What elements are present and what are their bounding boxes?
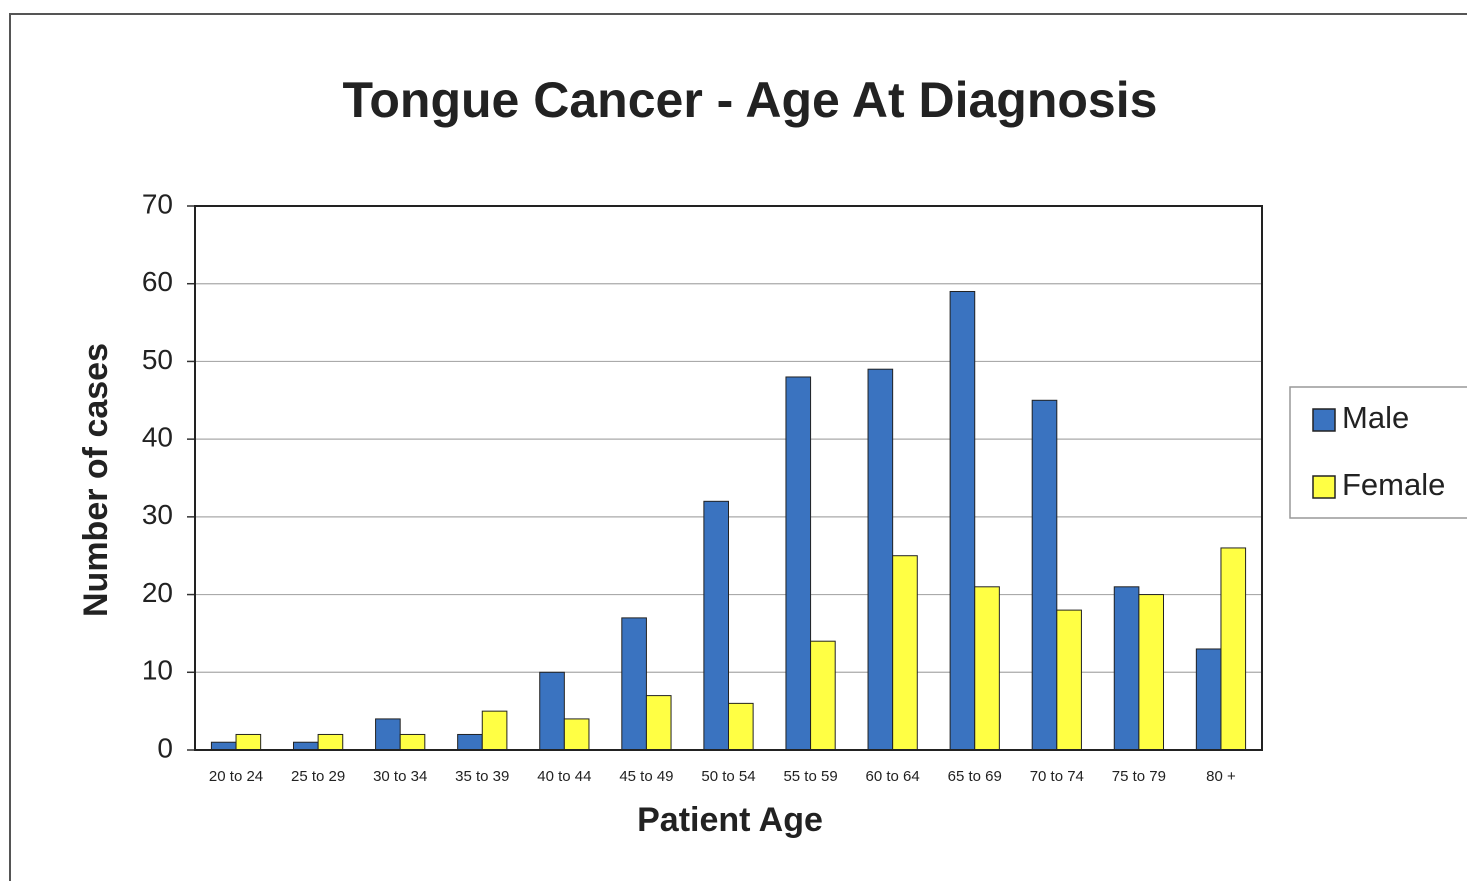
bar [563,718,590,751]
y-tick-label: 30 [142,499,173,530]
y-tick-label: 40 [142,422,173,453]
bar [235,733,262,751]
x-tick-label: 40 to 44 [537,768,591,785]
x-tick-label: 60 to 64 [866,768,920,785]
y-tick-label: 20 [142,577,173,608]
bar [1220,547,1247,751]
bar [703,500,730,751]
x-tick-label: 70 to 74 [1030,768,1084,785]
bar [317,733,344,751]
bar [892,555,918,751]
bar [375,718,401,751]
bar [1113,586,1140,751]
plot-border [194,205,1263,751]
y-tick-label: 0 [157,732,173,763]
bar [1195,648,1222,751]
y-tick-label: 10 [142,655,173,686]
bar [728,702,754,751]
x-tick-label: 35 to 39 [455,768,509,785]
y-tick-label: 70 [142,188,173,219]
bar [949,290,976,751]
x-tick-label: 75 to 79 [1112,768,1166,785]
legend-label: Male [1342,400,1409,435]
legend-label: Female [1342,467,1445,502]
legend-swatch [1312,408,1336,432]
y-axis-label: Number of cases [77,343,115,617]
bar [785,376,812,751]
bar [457,733,483,751]
bar [867,368,894,751]
x-tick-label: 65 to 69 [948,768,1002,785]
bar [399,733,426,751]
legend-swatch [1312,475,1336,499]
x-tick-label: 30 to 34 [373,768,427,785]
bar [539,671,565,751]
y-tick-label: 60 [142,266,173,297]
bar [645,695,672,751]
bar [292,741,319,751]
bar [481,710,508,751]
bar [210,741,237,751]
bar [1138,594,1165,751]
x-tick-label: 20 to 24 [209,768,263,785]
bar [1031,399,1058,751]
bar [974,586,1000,751]
bar [810,640,836,751]
y-tick-label: 50 [142,344,173,375]
x-tick-label: 45 to 49 [619,768,673,785]
x-tick-label: 50 to 54 [701,768,755,785]
x-axis-label: Patient Age [637,801,823,839]
chart-title: Tongue Cancer - Age At Diagnosis [343,72,1158,128]
bar [621,617,647,751]
x-tick-label: 55 to 59 [783,768,837,785]
chart-frame [9,13,1467,881]
x-tick-label: 80 + [1206,768,1236,785]
bar [1056,609,1082,751]
x-tick-label: 25 to 29 [291,768,345,785]
